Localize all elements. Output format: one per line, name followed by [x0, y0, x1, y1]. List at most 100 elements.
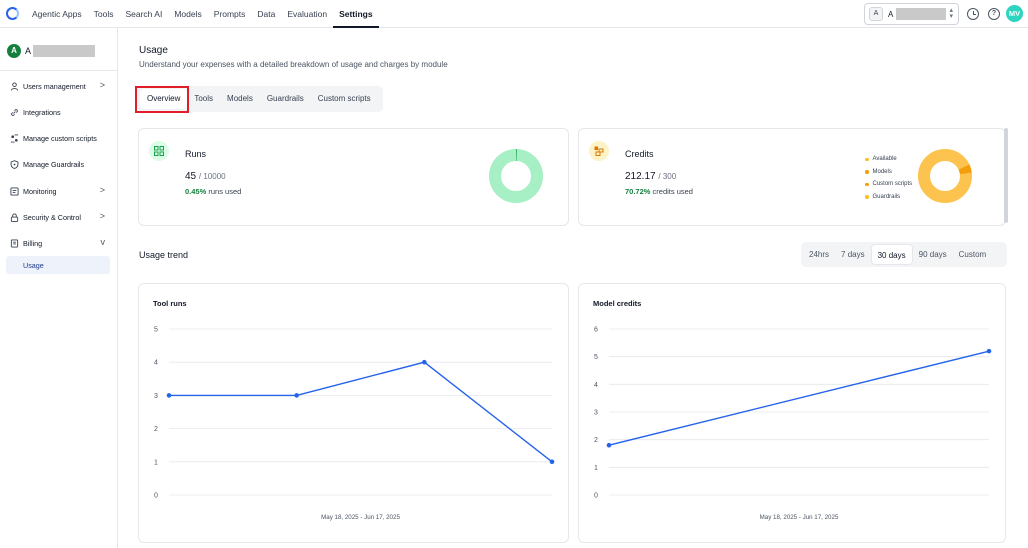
y-tick-label: 5: [594, 354, 598, 361]
model-credits-chart-card: Model credits 0 1 2 3 4 5 6 May 18, 2025 - Jun …: [578, 283, 1006, 543]
donut-models-slice: [958, 164, 972, 175]
page-title: Usage: [139, 45, 168, 56]
nav-search-ai[interactable]: Search AI: [125, 9, 163, 19]
sidebar-item-users-management[interactable]: Users management >: [0, 77, 117, 95]
legend-label: Guardrails: [872, 193, 901, 200]
legend-dot: [865, 170, 869, 174]
sidebar-divider: [0, 70, 117, 71]
credits-pct-value: 70.72%: [625, 187, 651, 196]
range-30-days-button[interactable]: 30 days: [870, 244, 913, 265]
legend-dot: [865, 195, 869, 199]
runs-total: / 10000: [198, 172, 226, 181]
sidebar-item-label: Billing: [23, 238, 43, 248]
data-point[interactable]: [294, 393, 299, 398]
runs-pct-value: 0.45%: [185, 187, 207, 196]
range-7-days-button[interactable]: 7 days: [841, 250, 865, 259]
nav-evaluation[interactable]: Evaluation: [287, 9, 328, 19]
credits-card: Credits 212.17 / 300 70.72% credits used…: [578, 128, 1006, 226]
sidebar-item-security-control[interactable]: Security & Control >: [0, 208, 117, 226]
tab-guardrails[interactable]: Guardrails: [266, 94, 304, 103]
sidebar-item-manage-custom-scripts[interactable]: Manage custom scripts: [0, 129, 117, 147]
credits-percentage: 70.72% credits used: [625, 187, 693, 196]
runs-card: Runs 45 / 10000 0.45% runs used: [138, 128, 569, 226]
legend-item-available: Available: [865, 153, 912, 166]
usage-tabs: Overview Tools Models Guardrails Custom …: [137, 86, 383, 112]
data-point[interactable]: [986, 348, 992, 354]
nav-settings[interactable]: Settings: [333, 0, 379, 28]
chevron-right-icon: >: [99, 80, 105, 90]
sidebar-item-billing[interactable]: Billing v: [0, 234, 117, 252]
y-tick-label: 6: [594, 327, 598, 334]
nav-prompts[interactable]: Prompts: [213, 9, 246, 19]
y-tick-label: 0: [594, 493, 598, 500]
y-tick-label: 4: [594, 382, 598, 389]
usage-trend-title: Usage trend: [139, 250, 189, 260]
model-credits-line-chart: 0 1 2 3 4 5 6 May 18, 2025 - Jun 17, 2025: [594, 327, 992, 521]
tab-custom-scripts[interactable]: Custom scripts: [317, 94, 371, 103]
sidebar-item-integrations[interactable]: Integrations: [0, 103, 117, 121]
sidebar-item-label: Manage Guardrails: [23, 159, 85, 169]
sidebar-subitem-label: Usage: [23, 260, 44, 270]
runs-pct-label: runs used: [208, 187, 242, 196]
series-line: [169, 361, 553, 463]
credits-total: / 300: [658, 172, 677, 181]
y-tick-label: 2: [594, 437, 598, 444]
app-logo-icon[interactable]: [6, 7, 19, 20]
x-axis-caption: May 18, 2025 - Jun 17, 2025: [321, 514, 400, 521]
org-name: A: [888, 9, 894, 19]
runs-title: Runs: [185, 149, 207, 159]
credits-pct-label: credits used: [652, 187, 693, 196]
y-tick-label: 2: [154, 426, 158, 433]
lock-icon: [9, 212, 19, 222]
scrollbar[interactable]: [1004, 128, 1008, 223]
nav-tools[interactable]: Tools: [93, 9, 114, 19]
account-avatar: A: [7, 44, 21, 58]
sidebar-item-label: Security & Control: [23, 212, 81, 222]
sidebar-subitem-usage[interactable]: Usage: [6, 256, 110, 274]
legend-dot: [865, 157, 869, 161]
y-tick-label: 5: [154, 327, 158, 334]
legend-item-models: Models: [865, 166, 912, 179]
data-point[interactable]: [606, 442, 612, 448]
tab-models[interactable]: Models: [227, 94, 253, 103]
shield-icon: [9, 159, 19, 169]
monitor-icon: [9, 186, 19, 196]
nav-agentic-apps[interactable]: Agentic Apps: [32, 9, 82, 19]
donut-remaining-slice: [489, 149, 543, 203]
chevron-down-icon: v: [100, 237, 106, 247]
org-initial-badge: A: [869, 7, 883, 21]
credits-icon: [589, 141, 609, 161]
sidebar-item-monitoring[interactable]: Monitoring >: [0, 182, 117, 200]
tab-tools[interactable]: Tools: [194, 94, 214, 103]
org-selector[interactable]: A A ▴ ▾: [864, 3, 959, 25]
time-range-selector: 24hrs 7 days 30 days 90 days Custom: [801, 242, 1007, 267]
credits-legend: Available Models Custom scripts Guardrai…: [865, 153, 912, 203]
chevron-right-icon: >: [99, 211, 105, 221]
runs-value: 45 / 10000: [185, 171, 226, 182]
data-point[interactable]: [166, 393, 172, 398]
tab-overview[interactable]: Overview: [140, 89, 188, 109]
credits-value: 212.17 / 300: [625, 171, 676, 182]
y-tick-label: 0: [154, 493, 158, 500]
tool-runs-chart-card: Tool runs 0 1 2 3 4 5 May 18, 2025 - Jun 17, 2…: [138, 283, 569, 543]
help-icon[interactable]: ?: [988, 8, 1000, 20]
chevron-right-icon: >: [99, 185, 105, 195]
nav-data[interactable]: Data: [257, 9, 276, 19]
user-avatar[interactable]: MV: [1006, 5, 1023, 22]
history-clock-icon[interactable]: [967, 8, 979, 20]
credits-donut-chart: [918, 149, 972, 203]
settings-sidebar: A A Users management > Integrations Mana…: [0, 28, 118, 548]
chevron-up-down-icon: ▴ ▾: [949, 7, 953, 20]
y-tick-label: 1: [154, 459, 158, 466]
sidebar-item-label: Integrations: [23, 107, 61, 117]
range-custom-button[interactable]: Custom: [958, 250, 987, 259]
range-24hrs-button[interactable]: 24hrs: [809, 250, 830, 259]
sidebar-item-manage-guardrails[interactable]: Manage Guardrails: [0, 155, 117, 173]
tool-runs-line-chart: 0 1 2 3 4 5 May 18, 2025 - Jun 17, 2025: [154, 327, 555, 521]
nav-models[interactable]: Models: [174, 9, 202, 19]
range-90-days-button[interactable]: 90 days: [918, 250, 947, 259]
main-content: Usage Understand your expenses with a de…: [118, 28, 1028, 548]
sidebar-item-label: Users management: [23, 81, 86, 91]
data-point[interactable]: [422, 359, 427, 365]
data-point[interactable]: [549, 459, 555, 465]
